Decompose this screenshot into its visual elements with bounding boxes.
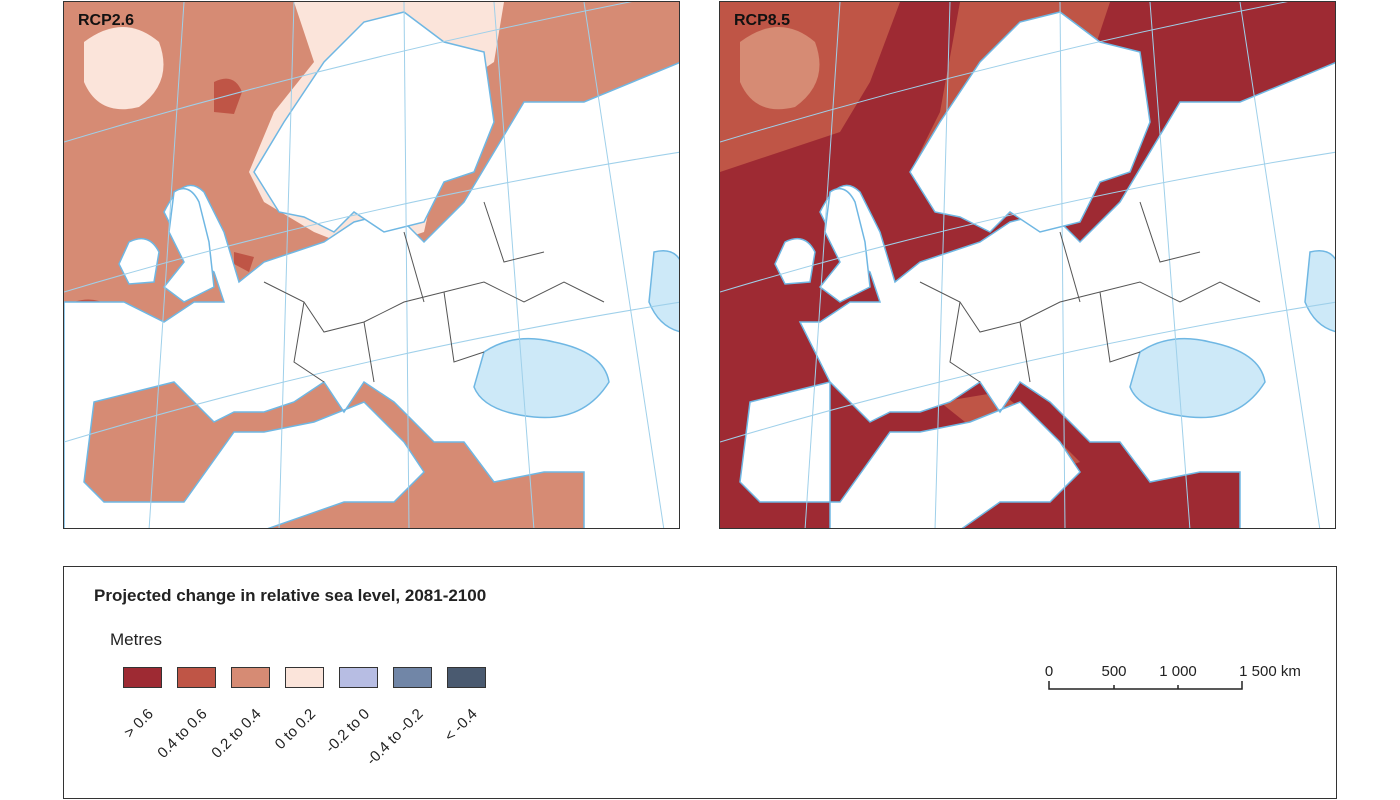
scale-label: 1 500 km [1239, 663, 1301, 680]
legend-swatch-label: -0.4 to -0.2 [363, 705, 428, 769]
land-uk [162, 187, 215, 303]
country-borders [263, 201, 605, 383]
legend-swatch [393, 667, 432, 688]
scalebar: 0 500 1 000 1 500 km [1024, 663, 1301, 703]
legend-swatch-label: 0.4 to 0.6 [154, 705, 212, 762]
legend: Projected change in relative sea level, … [63, 566, 1337, 799]
sea-class-0-0.2 [84, 27, 164, 110]
map-label: RCP8.5 [734, 12, 791, 29]
legend-unit: Metres [110, 630, 162, 649]
black-sea [473, 337, 610, 419]
scalebar-line [1048, 681, 1243, 690]
scale-label: 0 [1044, 663, 1054, 680]
legend-swatch-label: 0 to 0.2 [271, 705, 320, 753]
legend-swatch [447, 667, 486, 688]
legend-title: Projected change in relative sea level, … [94, 586, 487, 605]
sea-class-0.4-0.6 [234, 252, 254, 272]
legend-swatch [285, 667, 324, 688]
land-uk [818, 187, 871, 303]
caspian-sea [1304, 250, 1335, 333]
scale-label: 500 [1101, 663, 1127, 680]
sea-class-0.4-0.6 [214, 78, 242, 114]
legend-swatch-label: < -0.4 [441, 705, 482, 745]
sea-class-0.2-0.4 [740, 27, 820, 110]
legend-swatch [123, 667, 162, 688]
legend-swatch-label: > 0.6 [121, 705, 158, 742]
legend-swatch [177, 667, 216, 688]
map-rcp26: RCP2.6 [63, 1, 680, 529]
legend-swatch [339, 667, 378, 688]
caspian-sea [648, 250, 679, 333]
land-scandinavia [909, 11, 1151, 233]
scale-label: 1 000 [1159, 663, 1197, 680]
black-sea [1129, 337, 1266, 419]
graticule [720, 2, 1335, 528]
land-scandinavia [253, 11, 495, 233]
map-rcp85: RCP8.5 [719, 1, 1336, 529]
graticule [64, 2, 679, 528]
legend-swatch-label: 0.2 to 0.4 [208, 705, 266, 762]
map-canvas [64, 2, 679, 528]
legend-swatch [231, 667, 270, 688]
country-borders [919, 201, 1261, 383]
map-canvas [720, 2, 1335, 528]
map-label: RCP2.6 [78, 12, 135, 29]
legend-swatch-label: -0.2 to 0 [322, 705, 374, 757]
